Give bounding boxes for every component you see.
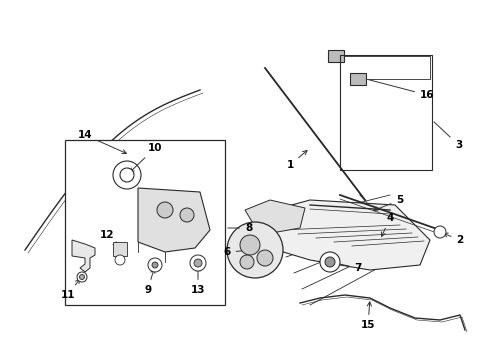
Bar [327,50,343,62]
Circle shape [157,202,173,218]
Text: 4: 4 [381,213,393,237]
Text: 5: 5 [373,195,403,211]
Text: 13: 13 [190,267,205,295]
Text: 2: 2 [443,233,463,245]
Text: 9: 9 [144,269,155,295]
Circle shape [319,252,339,272]
Circle shape [325,257,334,267]
Text: 1: 1 [286,150,306,170]
Circle shape [120,168,134,182]
Circle shape [77,272,87,282]
Circle shape [115,255,125,265]
Polygon shape [138,188,209,252]
Bar [113,242,127,256]
Circle shape [190,255,205,271]
Circle shape [257,250,272,266]
Circle shape [226,222,283,278]
Polygon shape [72,240,95,272]
Polygon shape [244,200,305,235]
Circle shape [433,226,445,238]
Text: 15: 15 [360,302,374,330]
Text: 8: 8 [227,223,252,233]
Circle shape [152,262,158,268]
Text: 6: 6 [223,247,251,257]
Bar [349,73,365,85]
Circle shape [113,161,141,189]
Text: 3: 3 [433,122,461,150]
Bar [339,55,431,170]
Circle shape [240,235,260,255]
Circle shape [240,255,253,269]
Circle shape [180,208,194,222]
Circle shape [148,258,162,272]
Text: 10: 10 [129,143,162,172]
Bar [65,140,224,305]
Text: 14: 14 [78,130,126,154]
Circle shape [80,274,84,279]
Text: 12: 12 [100,230,117,246]
Text: 11: 11 [61,279,80,300]
Circle shape [194,259,202,267]
Text: 7: 7 [333,262,361,273]
Polygon shape [254,200,429,270]
Text: 16: 16 [368,80,434,100]
